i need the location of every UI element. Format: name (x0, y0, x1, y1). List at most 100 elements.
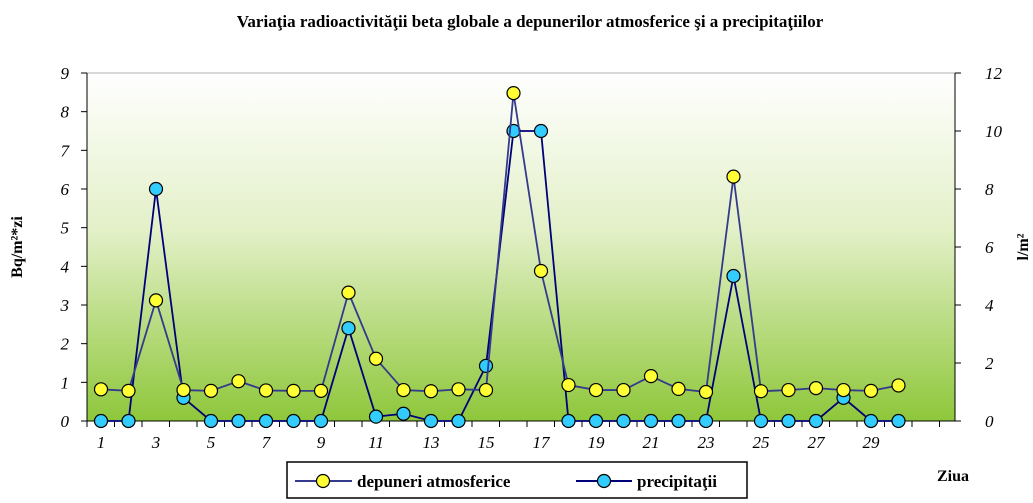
data-point (863, 383, 879, 398)
data-point (616, 413, 631, 429)
x-tick-label: 21 (643, 433, 660, 452)
data-point (478, 382, 494, 398)
data-point (231, 413, 246, 429)
data-point (698, 384, 714, 400)
right-y-axis: 0 2 4 6 8 10 12 (954, 64, 1003, 431)
data-point (423, 384, 439, 399)
data-point (451, 382, 466, 397)
data-point (368, 351, 384, 366)
x-tick-label: 25 (753, 433, 770, 452)
data-point (588, 382, 604, 398)
data-point (313, 413, 329, 429)
data-point (203, 413, 219, 429)
left-tick-label: 3 (60, 296, 70, 315)
data-point (726, 268, 741, 284)
legend: depuneri atmosferice precipitaţii (286, 461, 748, 499)
data-point (121, 383, 136, 398)
x-tick-label: 9 (317, 433, 326, 452)
x-tick-label: 19 (588, 433, 606, 452)
left-tick-label: 9 (61, 64, 70, 83)
x-tick-label: 1 (97, 433, 106, 452)
chart-title: Variaţia radioactivităţii beta globale a… (237, 12, 824, 31)
x-axis-title: Ziua (937, 468, 969, 485)
right-tick-label: 8 (985, 180, 994, 199)
right-axis-title: l/m² (1015, 233, 1032, 260)
data-point (286, 383, 301, 398)
left-tick-label: 8 (61, 103, 70, 122)
x-tick-label: 27 (808, 433, 827, 452)
data-point (176, 382, 191, 398)
data-point (643, 369, 659, 384)
data-point (891, 378, 906, 393)
data-point (561, 413, 576, 429)
data-point (203, 383, 219, 398)
left-axis-title: Bq/m²*zi (9, 216, 26, 278)
data-point (231, 374, 246, 389)
data-point (258, 383, 274, 398)
legend-box (286, 461, 748, 499)
data-point (671, 381, 686, 397)
left-tick-label: 1 (61, 373, 70, 392)
right-tick-label: 2 (985, 354, 994, 373)
x-tick-label: 23 (698, 433, 715, 452)
data-point (616, 382, 631, 398)
data-point (93, 382, 109, 397)
data-point (533, 123, 549, 139)
x-tick-label: 3 (151, 433, 161, 452)
data-point (533, 263, 549, 279)
legend-marker-precipitatii (596, 473, 612, 489)
data-point (121, 413, 136, 429)
left-tick-label: 2 (61, 335, 70, 354)
plot-area (87, 73, 955, 421)
data-point (93, 413, 109, 429)
data-point (423, 413, 439, 429)
data-point (148, 293, 164, 308)
x-tick-label: 29 (863, 433, 881, 452)
data-point (368, 409, 384, 424)
data-point (588, 413, 604, 429)
data-point (891, 413, 906, 429)
data-point (286, 413, 301, 429)
x-tick-label: 17 (533, 433, 552, 452)
data-point (726, 169, 741, 184)
legend-marker-depuneri (315, 473, 331, 489)
x-tick-label: 15 (478, 433, 495, 452)
right-tick-label: 10 (985, 122, 1003, 141)
legend-label-precipitatii: precipitaţii (637, 472, 717, 491)
left-tick-label: 5 (61, 219, 70, 238)
series-depuneri (93, 86, 906, 400)
left-y-axis: 0 1 2 3 4 5 6 7 8 9 (60, 64, 88, 431)
data-point (561, 377, 576, 393)
right-tick-label: 6 (985, 238, 994, 257)
data-point (863, 413, 879, 429)
right-tick-label: 0 (985, 412, 994, 431)
x-axis: 1 3 5 7 9 11 13 15 17 19 21 23 25 27 29 (86, 420, 955, 452)
left-tick-label: 7 (61, 141, 71, 160)
data-point (671, 413, 686, 429)
data-point (341, 285, 356, 300)
data-point (313, 383, 329, 398)
left-tick-label: 6 (61, 180, 70, 199)
x-tick-label: 11 (368, 433, 384, 452)
series-layer (93, 86, 906, 429)
legend-label-depuneri: depuneri atmosferice (357, 472, 511, 491)
right-tick-label: 12 (985, 64, 1003, 83)
data-point (478, 358, 494, 373)
data-point (836, 382, 851, 398)
data-point (451, 413, 466, 429)
data-point (643, 413, 659, 429)
data-point (148, 181, 164, 197)
data-point (258, 413, 274, 429)
data-point (753, 413, 769, 429)
data-point (781, 382, 796, 398)
x-tick-label: 5 (207, 433, 216, 452)
data-point (396, 382, 411, 398)
data-point (781, 413, 796, 429)
data-point (808, 381, 824, 396)
data-point (341, 321, 356, 336)
data-point (506, 86, 521, 101)
data-point (753, 384, 769, 399)
x-tick-label: 13 (423, 433, 440, 452)
data-point (808, 413, 824, 429)
